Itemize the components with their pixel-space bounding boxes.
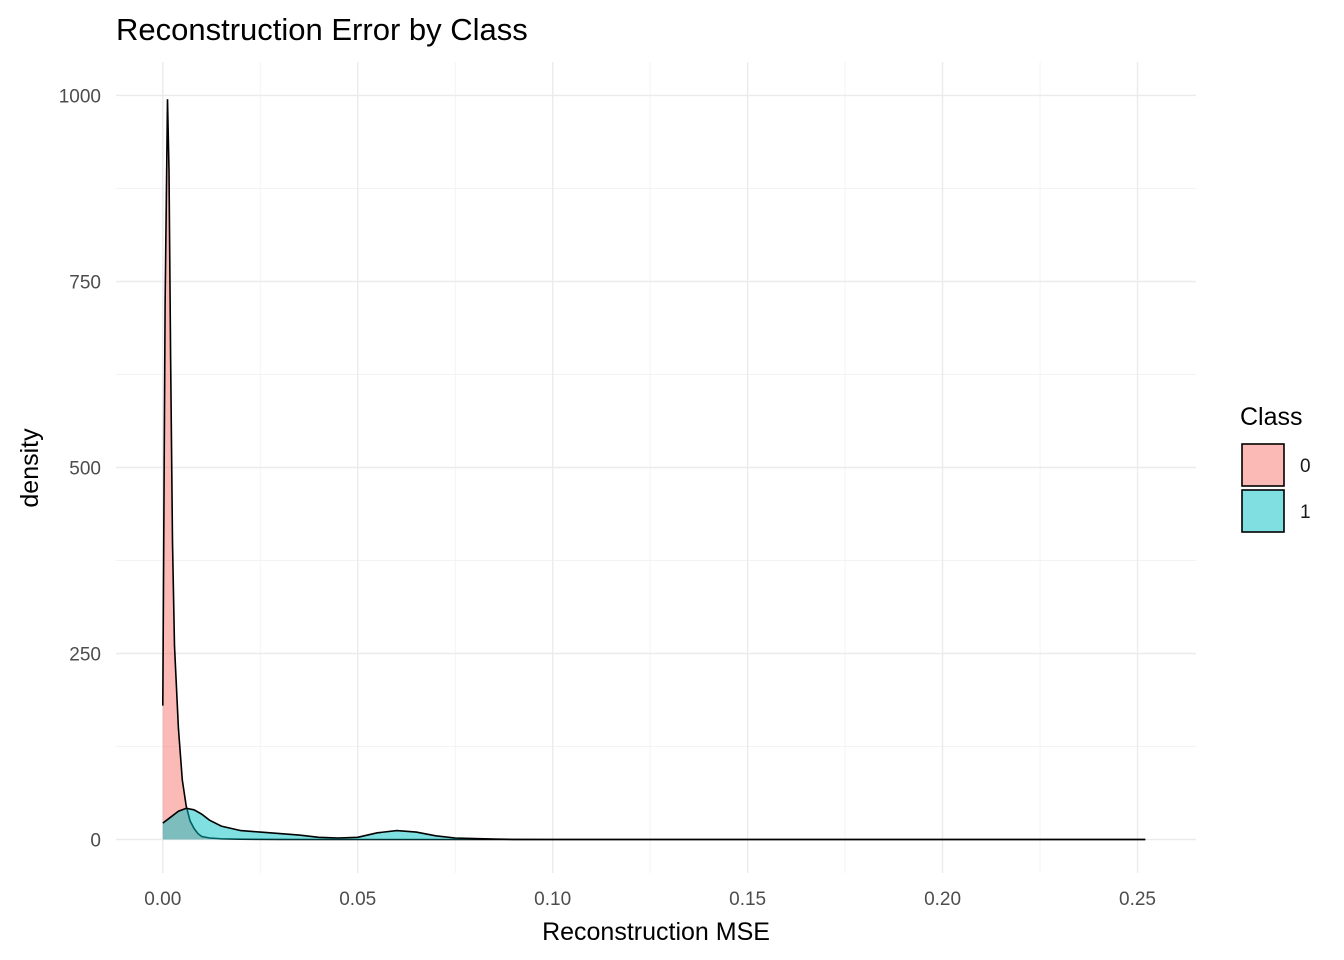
x-tick-label: 0.00 — [144, 889, 181, 910]
legend-label-class-0: 0 — [1300, 456, 1311, 477]
density-area-class-0 — [162, 99, 1146, 840]
grid — [116, 62, 1196, 873]
density-areas — [162, 99, 1146, 841]
legend-label-class-1: 1 — [1300, 502, 1311, 523]
x-tick-label: 0.25 — [1119, 889, 1156, 910]
y-axis-ticks: 0 250 500 750 1000 — [59, 86, 101, 851]
y-tick-label: 250 — [69, 645, 101, 666]
density-line-class-0 — [162, 99, 1146, 841]
chart-title: Reconstruction Error by Class — [116, 12, 528, 47]
y-tick-label: 750 — [69, 272, 101, 293]
legend: Class 0 1 — [1240, 403, 1311, 533]
x-tick-label: 0.15 — [729, 889, 766, 910]
x-tick-label: 0.10 — [534, 889, 571, 910]
legend-key-class-0 — [1241, 443, 1285, 487]
legend-title: Class — [1240, 403, 1303, 431]
x-axis-ticks: 0.00 0.05 0.10 0.15 0.20 0.25 — [144, 889, 1156, 910]
y-tick-label: 1000 — [59, 86, 101, 107]
y-axis-title: density — [16, 428, 44, 508]
density-area-class-1 — [162, 808, 1146, 840]
density-line-class-1 — [162, 807, 1146, 841]
y-tick-label: 0 — [90, 831, 101, 852]
x-tick-label: 0.05 — [339, 889, 376, 910]
y-tick-label: 500 — [69, 459, 101, 480]
legend-key-class-1 — [1241, 489, 1285, 533]
x-axis-title: Reconstruction MSE — [542, 918, 770, 946]
x-tick-label: 0.20 — [924, 889, 961, 910]
